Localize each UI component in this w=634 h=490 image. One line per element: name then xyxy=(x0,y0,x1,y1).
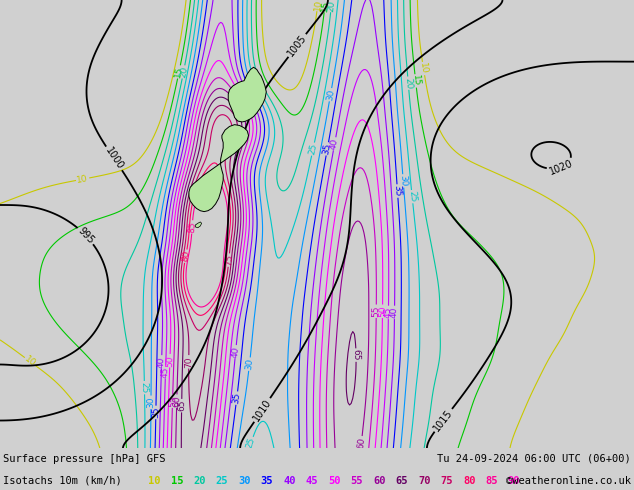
Text: 45: 45 xyxy=(161,366,170,378)
Text: 20: 20 xyxy=(193,476,205,486)
Text: 20: 20 xyxy=(327,0,337,12)
Text: 25: 25 xyxy=(407,191,417,203)
Text: 30: 30 xyxy=(398,175,408,187)
Text: 70: 70 xyxy=(418,476,430,486)
Text: 30: 30 xyxy=(238,476,250,486)
Text: 80: 80 xyxy=(180,250,191,263)
Text: 55: 55 xyxy=(372,305,381,317)
Text: 30: 30 xyxy=(325,88,336,101)
Text: 1000: 1000 xyxy=(103,146,125,172)
Text: 35: 35 xyxy=(322,143,333,155)
Text: 65: 65 xyxy=(396,476,408,486)
Text: 10: 10 xyxy=(313,0,323,11)
Text: 10: 10 xyxy=(76,174,89,185)
Text: 65: 65 xyxy=(177,400,186,412)
Text: 15: 15 xyxy=(411,74,421,87)
Text: 20: 20 xyxy=(403,77,413,89)
Text: 35: 35 xyxy=(261,476,273,486)
Text: 85: 85 xyxy=(486,476,498,486)
Text: 60: 60 xyxy=(172,395,181,407)
Text: Surface pressure [hPa] GFS: Surface pressure [hPa] GFS xyxy=(3,454,165,464)
Text: 55: 55 xyxy=(168,395,178,407)
Text: 25: 25 xyxy=(245,437,257,450)
Polygon shape xyxy=(228,67,266,122)
Text: ©weatheronline.co.uk: ©weatheronline.co.uk xyxy=(506,476,631,486)
Text: 25: 25 xyxy=(140,382,149,393)
Text: 50: 50 xyxy=(378,305,387,317)
Text: 15: 15 xyxy=(171,476,183,486)
Text: 55: 55 xyxy=(351,476,363,486)
Text: 90: 90 xyxy=(508,476,521,486)
Text: 40: 40 xyxy=(157,356,166,368)
Text: 50: 50 xyxy=(165,355,174,367)
Text: 40: 40 xyxy=(283,476,295,486)
Text: 1020: 1020 xyxy=(548,158,574,176)
Text: 40: 40 xyxy=(390,307,399,318)
Text: 40: 40 xyxy=(329,137,340,150)
Text: 15: 15 xyxy=(320,0,330,12)
Text: 20: 20 xyxy=(178,66,189,78)
Text: 10: 10 xyxy=(148,476,160,486)
Text: 10: 10 xyxy=(23,355,37,368)
Text: 35: 35 xyxy=(152,407,160,418)
Text: 60: 60 xyxy=(356,437,366,449)
Text: 45: 45 xyxy=(306,476,318,486)
Text: 30: 30 xyxy=(146,396,155,408)
Text: 40: 40 xyxy=(231,345,241,358)
Text: 1015: 1015 xyxy=(432,408,455,433)
Text: 995: 995 xyxy=(76,225,96,246)
Text: Isotachs 10m (km/h): Isotachs 10m (km/h) xyxy=(3,476,122,486)
Polygon shape xyxy=(195,222,202,228)
Text: 10: 10 xyxy=(418,62,429,75)
Text: 65: 65 xyxy=(351,349,361,361)
Text: 80: 80 xyxy=(463,476,476,486)
Text: 85: 85 xyxy=(187,221,197,233)
Text: 30: 30 xyxy=(244,358,255,370)
Text: 75: 75 xyxy=(224,254,234,266)
Text: 70: 70 xyxy=(184,356,193,368)
Text: 60: 60 xyxy=(373,476,385,486)
Text: 75: 75 xyxy=(441,476,453,486)
Text: 35: 35 xyxy=(231,392,242,404)
Text: 1010: 1010 xyxy=(251,397,273,423)
Text: 45: 45 xyxy=(384,307,393,318)
Text: 35: 35 xyxy=(392,185,403,197)
Text: 50: 50 xyxy=(328,476,340,486)
Text: 15: 15 xyxy=(174,65,184,78)
Text: Tu 24-09-2024 06:00 UTC (06+00): Tu 24-09-2024 06:00 UTC (06+00) xyxy=(437,454,631,464)
Text: 25: 25 xyxy=(216,476,228,486)
Polygon shape xyxy=(189,124,249,212)
Text: 25: 25 xyxy=(307,143,319,156)
Text: 1005: 1005 xyxy=(286,33,309,58)
